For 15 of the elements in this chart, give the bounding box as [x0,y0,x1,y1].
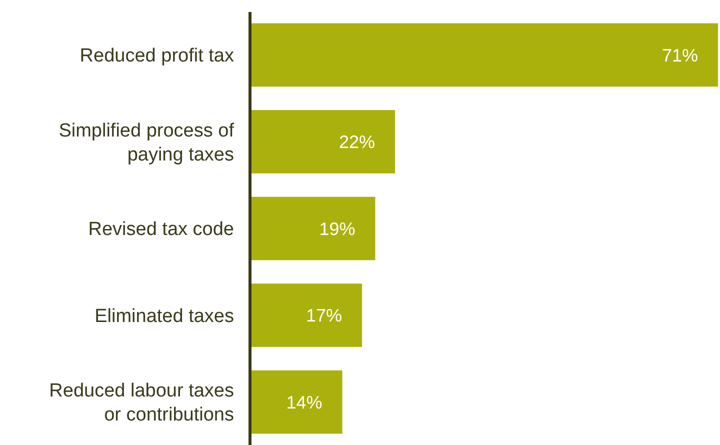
bar [250,110,396,174]
y-tick-label: Simplified process of paying taxes [58,120,235,166]
data-label: 14% [286,392,322,412]
data-label: 17% [306,306,342,326]
y-tick-label: Reduced labour taxes or contributions [49,380,234,426]
bar [250,196,376,260]
bar [250,23,718,87]
y-tick-label: Revised tax code [88,219,234,240]
y-tick-label: Reduced profit tax [80,46,234,67]
data-label: 22% [338,132,376,152]
y-tick-label: Eliminated taxes [94,306,234,327]
bar [250,284,362,347]
bar [250,370,342,434]
data-label: 71% [662,45,698,66]
data-label: 19% [319,218,356,239]
